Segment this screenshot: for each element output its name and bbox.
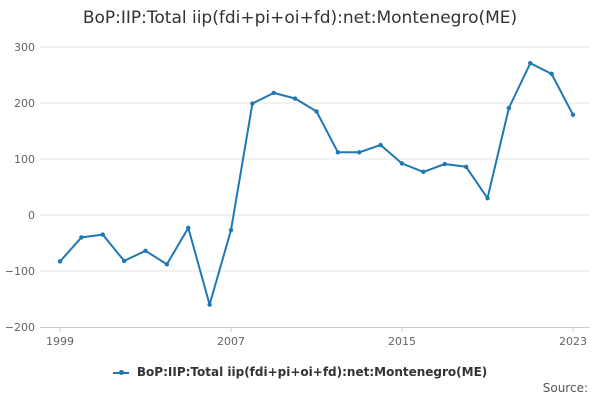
data-point [271,90,276,96]
y-tick-label: −200 [5,321,35,334]
x-tick-label: 1999 [46,335,74,348]
data-point [421,169,426,175]
x-tick-label: 2015 [388,335,416,348]
y-tick-label: 200 [14,97,35,110]
series-line [59,62,574,306]
data-point [100,232,105,237]
grid-lines [40,46,590,272]
data-point [485,196,490,201]
data-point [164,262,170,267]
chart-title: BoP:IIP:Total iip(fdi+pi+oi+fd):net:Mont… [82,8,518,28]
legend-label: BoP:IIP:Total iip(fdi+pi+oi+fd):net:Mont… [136,365,488,379]
data-point [378,142,383,148]
legend[interactable]: BoP:IIP:Total iip(fdi+pi+oi+fd):net:Mont… [0,365,600,379]
x-axis [40,327,590,332]
data-point [186,225,191,231]
data-point [528,61,533,66]
y-tick-label: −100 [5,265,35,278]
data-point [570,112,576,117]
x-axis-tick-labels: 1999 2007 2015 2023 [46,335,587,348]
data-point [292,96,298,101]
data-point [314,109,319,114]
data-point [399,161,405,166]
y-tick-label: 300 [14,41,35,54]
data-point [335,150,341,155]
data-point [228,227,234,233]
y-tick-label: 0 [28,209,35,222]
data-point [463,164,469,170]
data-point [442,161,447,167]
y-axis-tick-labels: 300 200 100 0 −100 −200 [5,41,35,334]
source-label: Source: [542,381,588,395]
y-tick-label: 100 [14,153,35,166]
series [57,61,576,307]
data-point [250,101,255,106]
data-point [207,302,212,307]
data-point [121,258,127,264]
x-tick-label: 2023 [559,335,587,348]
data-point [143,248,148,254]
data-point [79,235,84,240]
data-point [549,71,554,77]
data-point [506,105,512,111]
x-tick-label: 2007 [217,335,245,348]
data-point [57,259,63,264]
legend-swatch [112,368,129,378]
data-point [357,150,362,155]
